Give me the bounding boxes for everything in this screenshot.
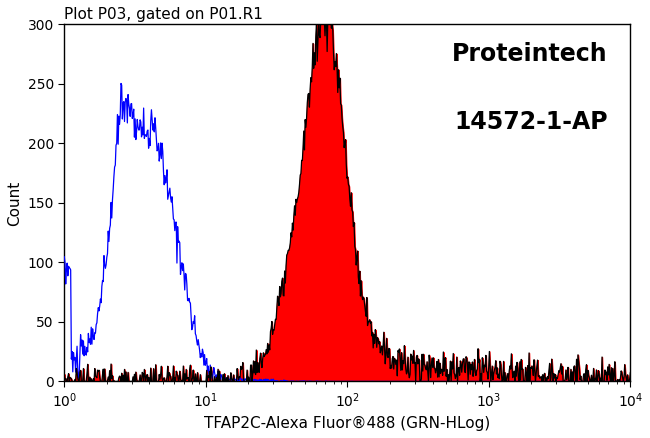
Y-axis label: Count: Count [7, 180, 22, 226]
Text: Proteintech: Proteintech [452, 42, 608, 66]
Text: Plot P03, gated on P01.R1: Plot P03, gated on P01.R1 [64, 7, 263, 22]
X-axis label: TFAP2C-Alexa Fluor®488 (GRN-HLog): TFAP2C-Alexa Fluor®488 (GRN-HLog) [204, 416, 491, 431]
Text: 14572-1-AP: 14572-1-AP [454, 110, 608, 134]
